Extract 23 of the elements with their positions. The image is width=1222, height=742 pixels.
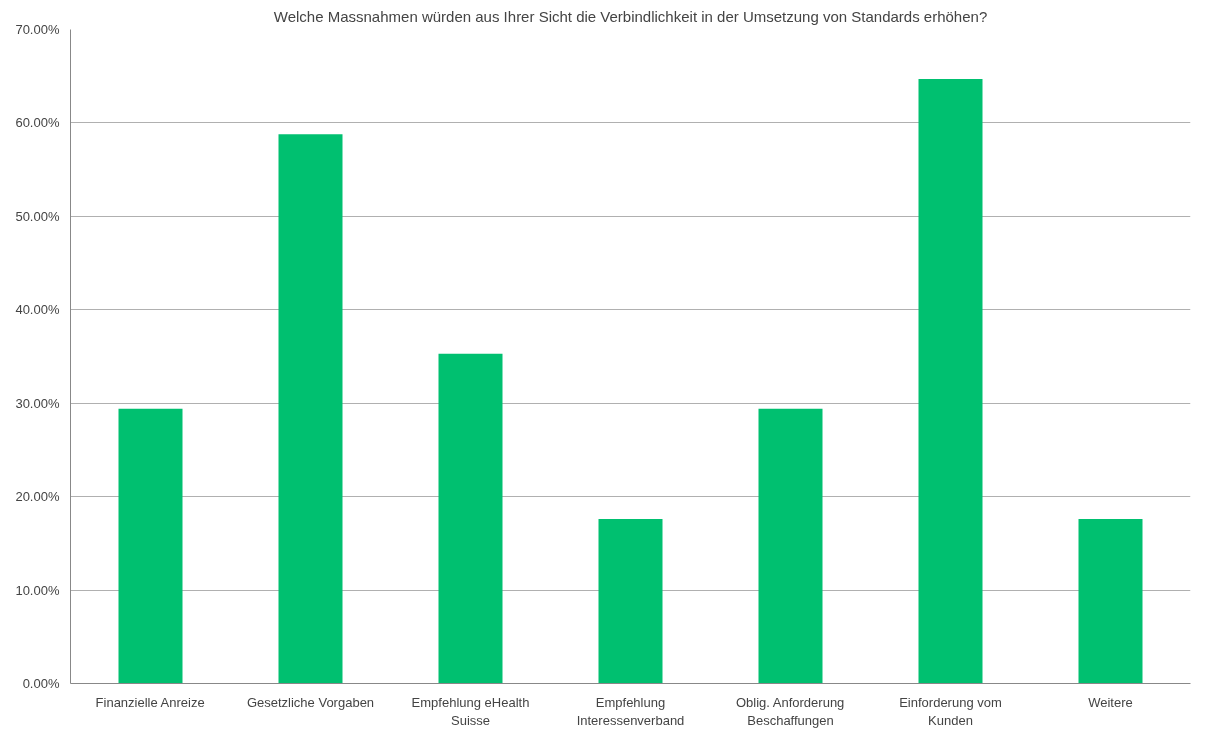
x-tick-label: Gesetzliche Vorgaben [246, 694, 375, 710]
bar [758, 408, 823, 684]
bar [918, 79, 983, 684]
bar [1078, 519, 1143, 684]
y-tick-label: 50.00% [15, 208, 60, 224]
x-tick-label: Weitere [1088, 694, 1133, 710]
x-tick-label: Finanzielle Anreize [95, 694, 205, 710]
y-tick-label: 0.00% [22, 676, 60, 691]
x-tick-label: Oblig. Anforderung Beschaffungen [735, 694, 845, 728]
x-tick-label: Empfehlung eHealth Suisse [411, 694, 530, 728]
bar [278, 134, 343, 684]
y-tick-label: 70.00% [15, 22, 60, 37]
bar [598, 519, 663, 684]
y-tick-label: 10.00% [15, 582, 60, 598]
x-tick-label: Einforderung vom Kunden [899, 694, 1002, 728]
x-tick-label: Empfehlung Interessenverband [576, 694, 685, 728]
bar [438, 353, 503, 684]
chart-title: Welche Massnahmen würden aus Ihrer Sicht die Verbindlichkeit in der Umsetzung von Standards erhöhen? [273, 7, 988, 25]
y-tick-label: 30.00% [15, 395, 60, 411]
bar [118, 408, 183, 684]
y-tick-label: 40.00% [15, 302, 60, 318]
y-tick-label: 60.00% [15, 115, 60, 131]
y-tick-label: 20.00% [15, 489, 60, 505]
